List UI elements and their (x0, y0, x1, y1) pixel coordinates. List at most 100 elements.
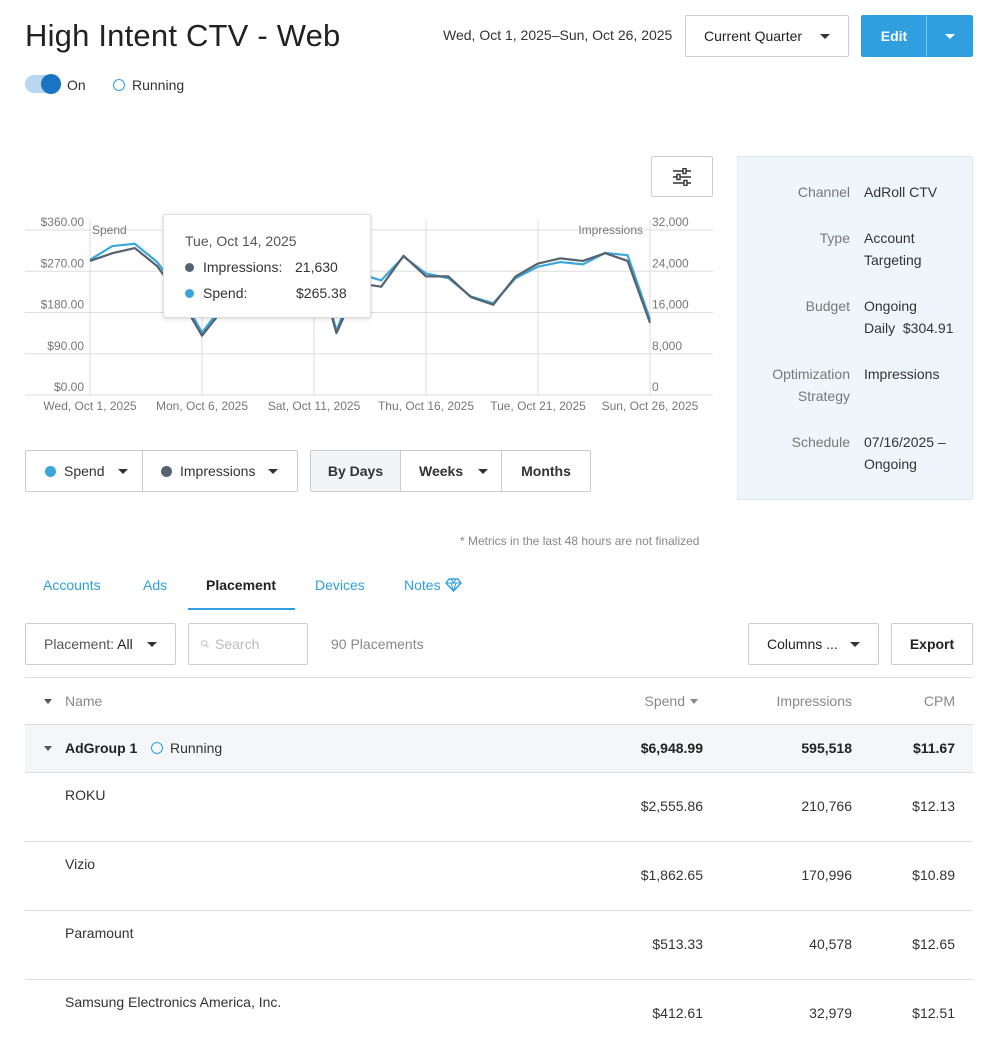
search-input[interactable] (215, 636, 295, 652)
edit-button[interactable]: Edit (861, 15, 927, 57)
tab-notes[interactable]: Notes (404, 577, 462, 593)
type-label: Type (819, 230, 850, 246)
placements-count: 90 Placements (331, 636, 424, 652)
weeks-button[interactable]: Weeks (400, 450, 502, 492)
optimization-value: Impressions (864, 366, 940, 382)
diamond-icon (444, 578, 462, 592)
right-tick-label: 8,000 (652, 339, 682, 353)
row-name: Vizio (65, 856, 96, 872)
tooltip-spend-label: Spend: (203, 285, 248, 301)
spend-dot-icon (185, 288, 194, 298)
tooltip-spend-value: $265.38 (296, 285, 347, 301)
group-impressions: 595,518 (801, 740, 852, 756)
impressions-metric-selector[interactable]: Impressions (142, 450, 298, 492)
right-tick-label: 32,000 (652, 215, 689, 229)
tooltip-spend-row: Spend: (185, 285, 247, 301)
channel-value: AdRoll CTV (864, 184, 938, 200)
chevron-down-icon (850, 641, 860, 647)
x-tick-label: Wed, Oct 1, 2025 (43, 399, 136, 413)
tooltip-impressions-value: 21,630 (295, 259, 338, 275)
spend-metric-selector[interactable]: Spend (25, 450, 143, 492)
spend-metric-label: Spend (64, 463, 105, 479)
tab-ads[interactable]: Ads (143, 577, 168, 593)
chart-tooltip: Tue, Oct 14, 2025 Impressions: 21,630 Sp… (163, 214, 371, 318)
by-days-button[interactable]: By Days (310, 450, 401, 492)
row-impressions: 210,766 (801, 798, 852, 814)
tab-accounts[interactable]: Accounts (43, 577, 101, 593)
spend-legend-dot-icon (45, 465, 56, 477)
table-group-row[interactable]: AdGroup 1 Running $6,948.99 595,518 $11.… (25, 725, 973, 773)
placement-filter-prefix: Placement: (44, 636, 115, 652)
chevron-down-icon (147, 641, 157, 647)
column-header-name[interactable]: Name (65, 693, 103, 709)
row-spend: $513.33 (652, 936, 703, 952)
placement-search-box[interactable] (188, 623, 308, 665)
chevron-down-icon (118, 468, 129, 474)
row-cpm: $12.51 (912, 1005, 955, 1021)
sliders-icon (673, 167, 691, 186)
left-tick-label: $90.00 (47, 339, 84, 353)
running-status-icon (113, 79, 125, 91)
date-range-dropdown[interactable]: Current Quarter (685, 15, 849, 57)
left-tick-label: $180.00 (41, 298, 85, 312)
table-row[interactable]: Vizio $1,862.65 170,996 $10.89 (25, 842, 973, 911)
x-tick-label: Sat, Oct 11, 2025 (268, 399, 361, 413)
optimization-label-line2: Strategy (797, 388, 850, 404)
collapse-all-caret-icon[interactable] (44, 699, 52, 704)
row-cpm: $12.13 (912, 798, 955, 814)
left-tick-label: $360.00 (41, 215, 85, 229)
edit-options-button[interactable] (926, 15, 973, 57)
row-name: Samsung Electronics America, Inc. (65, 994, 282, 1010)
x-tick-label: Sun, Oct 26, 2025 (602, 399, 699, 413)
collapse-group-caret-icon[interactable] (44, 746, 52, 751)
column-header-spend-label: Spend (644, 693, 685, 709)
schedule-label: Schedule (791, 434, 850, 450)
placement-filter-dropdown[interactable]: Placement: All (25, 623, 176, 665)
row-cpm: $12.65 (912, 936, 955, 952)
columns-label: Columns ... (767, 636, 838, 652)
schedule-value-line1: 07/16/2025 – (864, 434, 946, 450)
right-tick-label: 0 (652, 380, 659, 394)
chevron-down-icon (820, 33, 830, 39)
column-header-cpm[interactable]: CPM (923, 693, 955, 709)
export-button[interactable]: Export (891, 623, 973, 665)
table-header: Name Spend Impressions CPM (25, 677, 973, 725)
active-tab-indicator (188, 608, 295, 610)
column-header-spend[interactable]: Spend (645, 693, 698, 709)
group-spend: $6,948.99 (640, 740, 703, 756)
tooltip-impressions-row: Impressions: (185, 259, 282, 275)
chevron-down-icon (478, 468, 489, 474)
tab-placement[interactable]: Placement (206, 577, 277, 593)
table-row[interactable]: ROKU $2,555.86 210,766 $12.13 (25, 773, 973, 842)
metrics-footnote: * Metrics in the last 48 hours are not f… (460, 534, 700, 548)
x-tick-label: Thu, Oct 16, 2025 (378, 399, 474, 413)
group-status: Running (170, 740, 223, 756)
campaign-toggle-knob[interactable] (41, 74, 61, 94)
tab-notes-label: Notes (404, 577, 441, 593)
table-row[interactable]: Samsung Electronics America, Inc. $412.6… (25, 980, 973, 1045)
group-name: AdGroup 1 (65, 740, 138, 756)
budget-value-line1: Ongoing (864, 298, 917, 314)
row-name: Paramount (65, 925, 134, 941)
placement-filter-value: All (117, 636, 133, 652)
column-header-impressions[interactable]: Impressions (776, 693, 852, 709)
chart-settings-button[interactable] (651, 156, 713, 197)
group-cpm: $11.67 (912, 740, 955, 756)
optimization-label-line1: Optimization (772, 366, 850, 382)
left-tick-label: $270.00 (41, 256, 85, 270)
toggle-label: On (67, 77, 86, 93)
row-impressions: 40,578 (809, 936, 852, 952)
impressions-metric-label: Impressions (180, 463, 256, 479)
schedule-value-line2: Ongoing (864, 456, 917, 472)
status-label: Running (132, 77, 185, 93)
months-button[interactable]: Months (501, 450, 591, 492)
row-impressions: 32,979 (809, 1005, 852, 1021)
channel-label: Channel (797, 184, 850, 200)
columns-dropdown[interactable]: Columns ... (748, 623, 879, 665)
row-name: ROKU (65, 787, 106, 803)
running-status-icon (151, 742, 163, 754)
tab-devices[interactable]: Devices (315, 577, 365, 593)
table-row[interactable]: Paramount $513.33 40,578 $12.65 (25, 911, 973, 980)
sort-desc-icon (690, 698, 698, 704)
chevron-down-icon (268, 468, 279, 474)
